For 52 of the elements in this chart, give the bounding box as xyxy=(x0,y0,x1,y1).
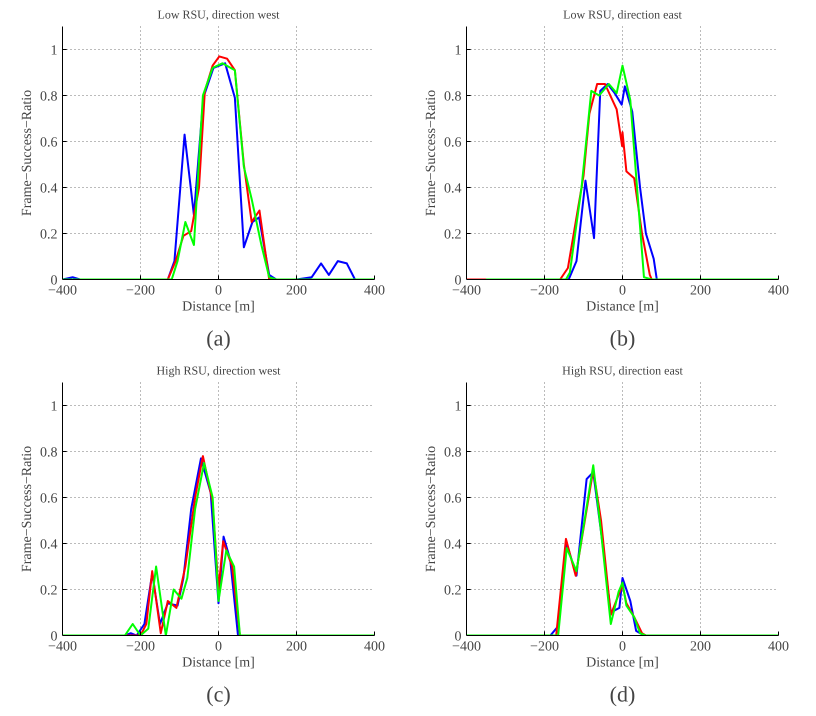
x-axis-title: Distance [m] xyxy=(182,300,255,314)
y-tick-label: 0.6 xyxy=(40,492,58,506)
chart-title: Low RSU, direction west xyxy=(158,8,280,22)
x-tick-label: 0 xyxy=(619,284,626,298)
y-tick-label: 0.6 xyxy=(444,492,462,506)
x-tick-label: 0 xyxy=(619,640,626,654)
x-tick-label: 200 xyxy=(690,284,711,298)
x-tick-label: −200 xyxy=(126,640,155,654)
y-tick-label: 0.2 xyxy=(444,228,462,242)
y-tick-label: 0.4 xyxy=(444,182,462,196)
x-tick-label: 400 xyxy=(364,640,385,654)
y-tick-label: 0.4 xyxy=(444,538,462,552)
y-tick-label: 0.2 xyxy=(40,584,58,598)
y-tick-label: 0.8 xyxy=(444,446,462,460)
y-axis-title: Frame−Success−Ratio xyxy=(424,90,439,216)
x-tick-label: 200 xyxy=(690,640,711,654)
x-axis-title: Distance [m] xyxy=(586,656,659,670)
y-tick-label: 0.6 xyxy=(40,136,58,150)
y-tick-label: 0.2 xyxy=(40,228,58,242)
y-tick-label: 0.4 xyxy=(40,182,58,196)
chart-title: High RSU, direction west xyxy=(156,364,282,378)
x-axis-title: Distance [m] xyxy=(182,656,255,670)
x-axis-title: Distance [m] xyxy=(586,300,659,314)
y-tick-label: 1 xyxy=(50,44,58,58)
x-tick-label: −200 xyxy=(530,640,559,654)
x-tick-label: −200 xyxy=(126,284,155,298)
y-tick-label: 0.6 xyxy=(444,136,462,150)
y-tick-label: 1 xyxy=(454,44,462,58)
x-tick-label: 0 xyxy=(215,284,222,298)
y-tick-label: 0.8 xyxy=(40,446,58,460)
text: (a) xyxy=(206,326,231,350)
x-tick-label: 400 xyxy=(768,640,789,654)
x-tick-label: −200 xyxy=(530,284,559,298)
text: (d) xyxy=(610,682,636,706)
y-tick-label: 0.8 xyxy=(40,90,58,104)
chart-title: Low RSU, direction east xyxy=(563,8,682,22)
chart-title: High RSU, direction east xyxy=(562,364,684,378)
y-tick-label: 0.4 xyxy=(40,538,58,552)
y-tick-label: 0.2 xyxy=(444,584,462,598)
y-axis-title: Frame−Success−Ratio xyxy=(20,446,35,572)
y-tick-label: 1 xyxy=(454,400,462,414)
x-tick-label: 400 xyxy=(768,284,789,298)
x-tick-label: 200 xyxy=(286,284,307,298)
x-tick-label: 0 xyxy=(215,640,222,654)
y-axis-title: Frame−Success−Ratio xyxy=(424,446,439,572)
x-tick-label: 200 xyxy=(286,640,307,654)
text: (c) xyxy=(206,682,231,706)
x-tick-label: 400 xyxy=(364,284,385,298)
y-axis-title: Frame−Success−Ratio xyxy=(20,90,35,216)
text: (b) xyxy=(610,326,636,350)
y-tick-label: 0.8 xyxy=(444,90,462,104)
y-tick-label: 1 xyxy=(50,400,58,414)
